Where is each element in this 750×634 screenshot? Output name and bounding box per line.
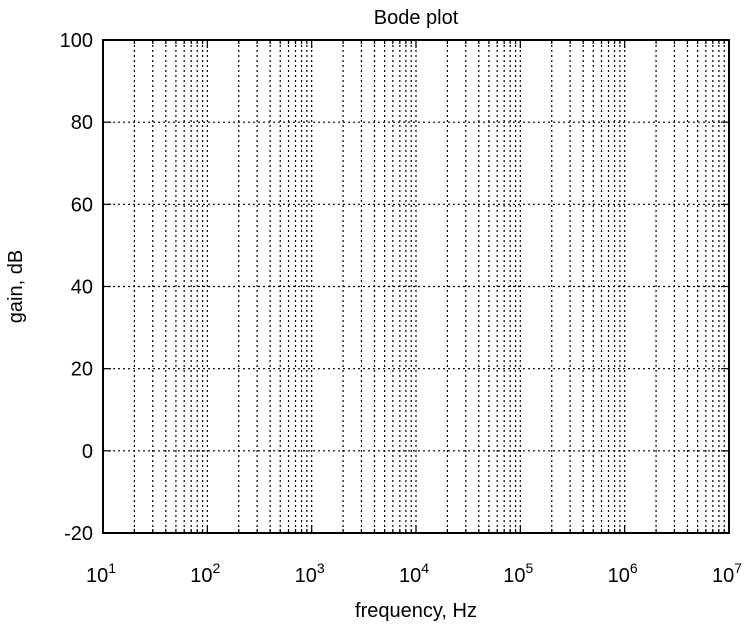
x-tick-label: 104 (399, 560, 429, 587)
x-tick-label: 103 (295, 560, 325, 587)
y-tick-label: 100 (60, 30, 93, 52)
tick-marks (103, 39, 729, 534)
y-tick-labels: 100 80 60 40 20 0 -20 (60, 30, 93, 545)
x-tick-label: 101 (86, 560, 116, 587)
x-tick-label: 107 (712, 560, 742, 587)
y-axis-label: gain, dB (5, 250, 27, 323)
x-tick-labels: 101 102 103 104 105 106 107 (86, 560, 742, 587)
y-tick-label: -20 (64, 523, 93, 545)
y-tick-label: 20 (71, 359, 93, 381)
x-tick-label: 106 (608, 560, 638, 587)
y-tick-label: 40 (71, 277, 93, 299)
x-tick-label: 105 (503, 560, 533, 587)
y-tick-label: 80 (71, 112, 93, 134)
x-tick-label: 102 (190, 560, 220, 587)
grid-lines (103, 40, 729, 533)
y-tick-label: 0 (82, 441, 93, 463)
x-axis-label: frequency, Hz (355, 600, 477, 622)
y-tick-label: 60 (71, 194, 93, 216)
chart-title: Bode plot (374, 7, 459, 29)
